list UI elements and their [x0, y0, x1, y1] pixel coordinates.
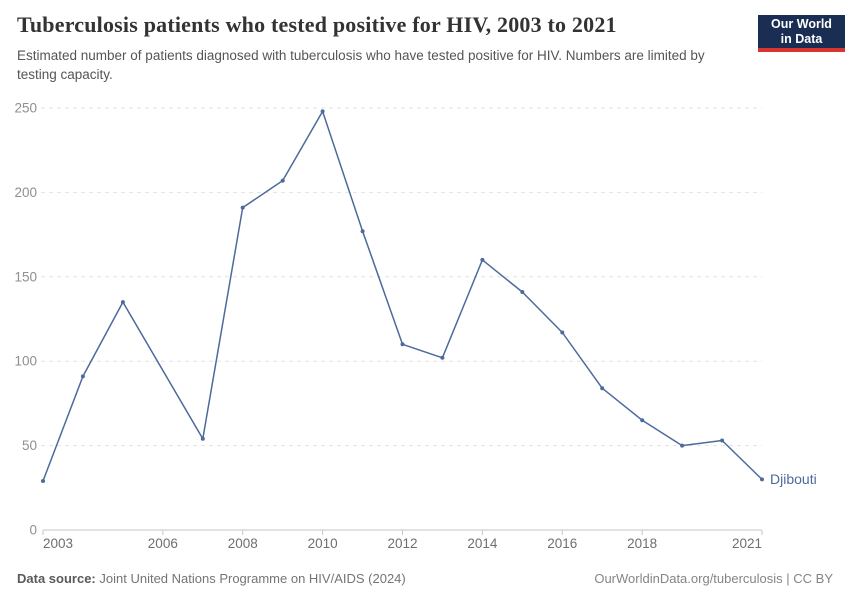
x-axis-tick-label: 2014 — [467, 536, 498, 551]
y-axis-tick-label: 150 — [14, 269, 37, 284]
data-point-marker — [360, 229, 365, 234]
entity-label[interactable]: Djibouti — [770, 471, 817, 487]
x-axis-tick-label: 2012 — [387, 536, 417, 551]
data-source-note: Data source: Joint United Nations Progra… — [17, 571, 406, 586]
data-point-marker — [80, 374, 85, 379]
data-source-text: Joint United Nations Programme on HIV/AI… — [99, 571, 406, 586]
owid-logo-line1: Our World — [771, 16, 832, 31]
x-axis-tick-label: 2003 — [43, 536, 73, 551]
series-line — [42, 110, 763, 482]
data-point-marker — [200, 436, 205, 441]
x-axis-tick-label: 2016 — [547, 536, 577, 551]
owid-logo-box: Our World in Data — [758, 15, 845, 48]
data-point-marker — [440, 355, 445, 360]
data-point-marker — [680, 443, 685, 448]
data-point-marker — [560, 330, 565, 335]
x-axis-tick-label: 2008 — [228, 536, 258, 551]
data-point-marker — [120, 300, 125, 305]
x-axis-tick-label: 2021 — [732, 536, 762, 551]
data-point-marker — [240, 205, 245, 210]
data-point-marker — [400, 342, 405, 347]
owid-logo-line2: in Data — [780, 31, 823, 46]
data-point-marker — [760, 477, 764, 482]
data-point-marker — [520, 290, 525, 294]
y-axis-tick-label: 100 — [14, 354, 37, 369]
y-axis-tick-label: 250 — [14, 101, 37, 116]
data-point-marker — [41, 479, 45, 483]
data-point-marker — [480, 257, 485, 262]
page-title: Tuberculosis patients who tested positiv… — [17, 12, 617, 37]
chart-footer: Data source: Joint United Nations Progra… — [0, 571, 850, 586]
owid-logo[interactable]: Our World in Data — [758, 15, 845, 52]
x-axis-tick-label: 2018 — [627, 536, 657, 551]
y-axis-tick-label: 0 — [29, 523, 37, 538]
owid-logo-accent-bar — [758, 48, 845, 52]
data-point-marker — [720, 438, 725, 443]
attribution-text: OurWorldinData.org/tuberculosis | CC BY — [594, 571, 833, 586]
data-point-marker — [640, 418, 645, 423]
y-axis-tick-label: 50 — [22, 438, 37, 453]
chart-canvas[interactable]: 0 50 100 150 200 250 2003 2006 2008 2010 2012 2014 2… — [0, 90, 850, 560]
page-subtitle: Estimated number of patients diagnosed w… — [17, 48, 705, 83]
data-point-marker — [320, 109, 325, 114]
data-point-marker — [280, 178, 285, 183]
y-axis-tick-label: 200 — [14, 185, 37, 200]
x-axis-tick-label: 2010 — [308, 536, 338, 551]
data-source-label: Data source: — [17, 571, 96, 586]
x-axis-tick-label: 2006 — [148, 536, 178, 551]
data-point-marker — [600, 386, 605, 391]
chart-header: Tuberculosis patients who tested positiv… — [17, 12, 750, 84]
